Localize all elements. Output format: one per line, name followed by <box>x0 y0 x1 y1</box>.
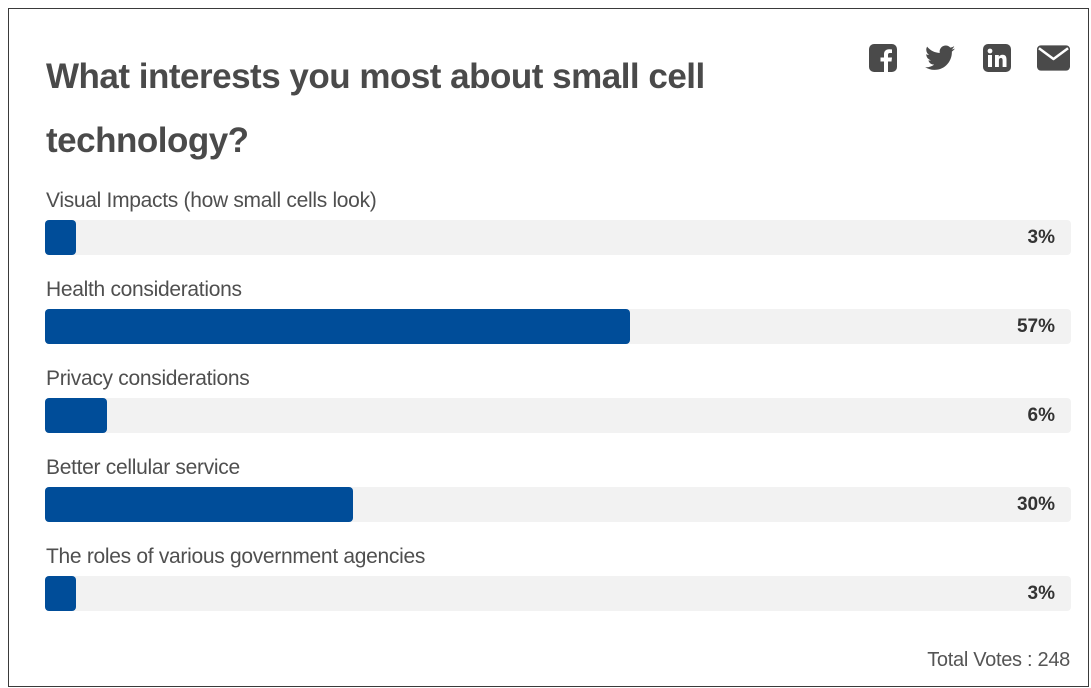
option-label: Better cellular service <box>46 456 240 479</box>
poll-options: Visual Impacts (how small cells look) 3%… <box>45 187 1071 632</box>
facebook-icon <box>868 43 897 72</box>
poll-option[interactable]: Better cellular service 30% <box>45 454 1071 543</box>
share-bar <box>866 41 1070 74</box>
result-bar-track: 3% <box>45 576 1071 611</box>
result-bar-fill <box>45 398 107 433</box>
poll-card: What interests you most about small cell… <box>8 8 1089 687</box>
result-bar-fill <box>45 576 76 611</box>
twitter-share-button[interactable] <box>923 41 956 74</box>
linkedin-share-button[interactable] <box>980 41 1013 74</box>
email-icon <box>1037 44 1070 71</box>
result-bar-fill <box>45 220 76 255</box>
option-label: The roles of various government agencies <box>46 545 426 568</box>
total-votes: Total Votes : 248 <box>927 649 1070 671</box>
result-bar-track: 6% <box>45 398 1071 433</box>
option-percent: 3% <box>1027 583 1055 604</box>
option-label: Privacy considerations <box>46 367 250 390</box>
result-bar-fill <box>45 487 353 522</box>
option-label: Health considerations <box>46 278 242 301</box>
result-bar-track: 30% <box>45 487 1071 522</box>
result-bar-track: 57% <box>45 309 1071 344</box>
poll-question: What interests you most about small cell… <box>46 57 705 160</box>
poll-option[interactable]: Privacy considerations 6% <box>45 365 1071 454</box>
result-bar-track: 3% <box>45 220 1071 255</box>
option-label: Visual Impacts (how small cells look) <box>46 189 377 212</box>
option-percent: 57% <box>1016 316 1055 337</box>
email-share-button[interactable] <box>1037 41 1070 74</box>
poll-option[interactable]: The roles of various government agencies… <box>45 543 1071 632</box>
facebook-share-button[interactable] <box>866 41 899 74</box>
option-percent: 6% <box>1027 405 1055 426</box>
option-percent: 3% <box>1027 227 1055 248</box>
poll-option[interactable]: Health considerations 57% <box>45 276 1071 365</box>
result-bar-fill <box>45 309 630 344</box>
poll-option[interactable]: Visual Impacts (how small cells look) 3% <box>45 187 1071 276</box>
twitter-icon <box>924 45 955 70</box>
linkedin-icon <box>982 43 1011 72</box>
option-percent: 30% <box>1016 494 1055 515</box>
